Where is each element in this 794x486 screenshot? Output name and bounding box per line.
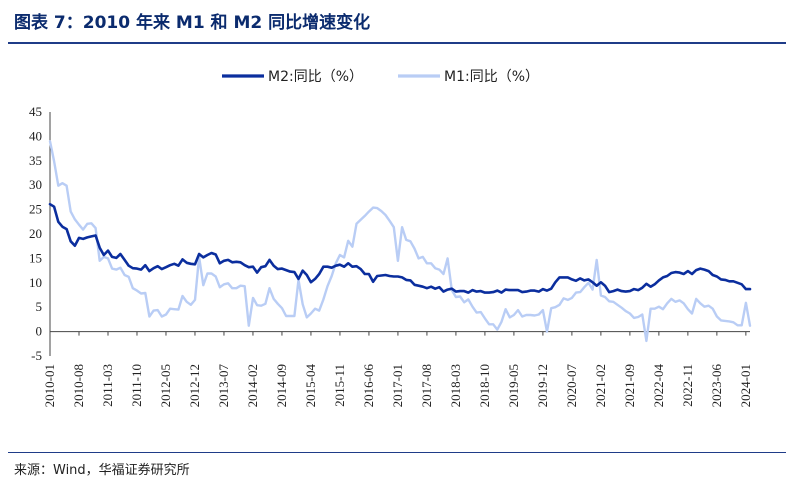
legend-label-m2: M2:同比（%）	[268, 69, 363, 85]
x-tick-label: 2021-02	[593, 364, 608, 407]
x-tick-label: 2021-09	[622, 364, 637, 407]
x-tick-label: 2024-01	[738, 364, 753, 407]
header-rule	[8, 42, 786, 44]
chart-title: 图表 7：2010 年来 M1 和 M2 同比增速变化	[14, 13, 371, 33]
x-tick-label: 2020-07	[564, 364, 579, 408]
x-tick-label: 2011-10	[129, 364, 144, 407]
y-axis: -5 0 5 10 15 20 25 30 35 40 45	[29, 104, 51, 363]
x-tick-label: 2015-04	[303, 364, 318, 408]
y-tick-label: 30	[29, 177, 42, 192]
y-tick-label: 40	[29, 128, 42, 143]
y-tick-label: 20	[29, 226, 42, 241]
x-tick-label: 2022-04	[651, 364, 666, 408]
series-line-m2	[48, 202, 752, 294]
line-chart: M2:同比（%） M1:同比（%） -5 0 5 10 15 20 25 30 35 40 45 2…	[29, 69, 753, 408]
legend-label-m1: M1:同比（%）	[444, 69, 539, 85]
y-tick-label: 25	[29, 202, 42, 217]
x-tick-label: 2011-03	[100, 364, 115, 407]
x-axis: 2010-01 2010-08 2011-03 2011-10 2012-05 2012-…	[42, 331, 753, 408]
x-tick-label: 2012-12	[187, 364, 202, 407]
x-tick-label: 2013-07	[216, 364, 231, 408]
x-tick-label: 2014-02	[245, 364, 260, 407]
x-tick-label: 2010-08	[71, 364, 86, 407]
source-note: 来源：Wind，华福证券研究所	[14, 463, 190, 478]
x-tick-label: 2017-08	[419, 364, 434, 407]
x-tick-label: 2018-10	[477, 364, 492, 407]
y-tick-label: -5	[31, 348, 42, 363]
x-tick-label: 2014-09	[274, 364, 289, 407]
y-tick-label: 45	[29, 104, 42, 119]
y-tick-label: 35	[29, 153, 42, 168]
x-tick-label: 2022-11	[680, 364, 695, 407]
y-tick-label: 10	[29, 275, 42, 290]
x-tick-label: 2012-05	[158, 364, 173, 407]
x-tick-label: 2019-12	[535, 364, 550, 407]
series-layer	[48, 140, 752, 343]
x-tick-label: 2015-11	[332, 364, 347, 407]
x-tick-label: 2019-05	[506, 364, 521, 407]
x-tick-label: 2016-06	[361, 364, 376, 408]
x-tick-label: 2018-03	[448, 364, 463, 407]
y-tick-label: 5	[36, 299, 43, 314]
x-tick-label: 2010-01	[42, 364, 57, 407]
x-tick-label: 2017-01	[390, 364, 405, 407]
series-line-m1	[48, 140, 752, 343]
chart-legend: M2:同比（%） M1:同比（%）	[222, 69, 539, 85]
x-tick-label: 2023-06	[709, 364, 724, 408]
y-tick-label: 0	[36, 324, 43, 339]
footer-rule	[8, 452, 786, 453]
y-tick-label: 15	[29, 250, 42, 265]
